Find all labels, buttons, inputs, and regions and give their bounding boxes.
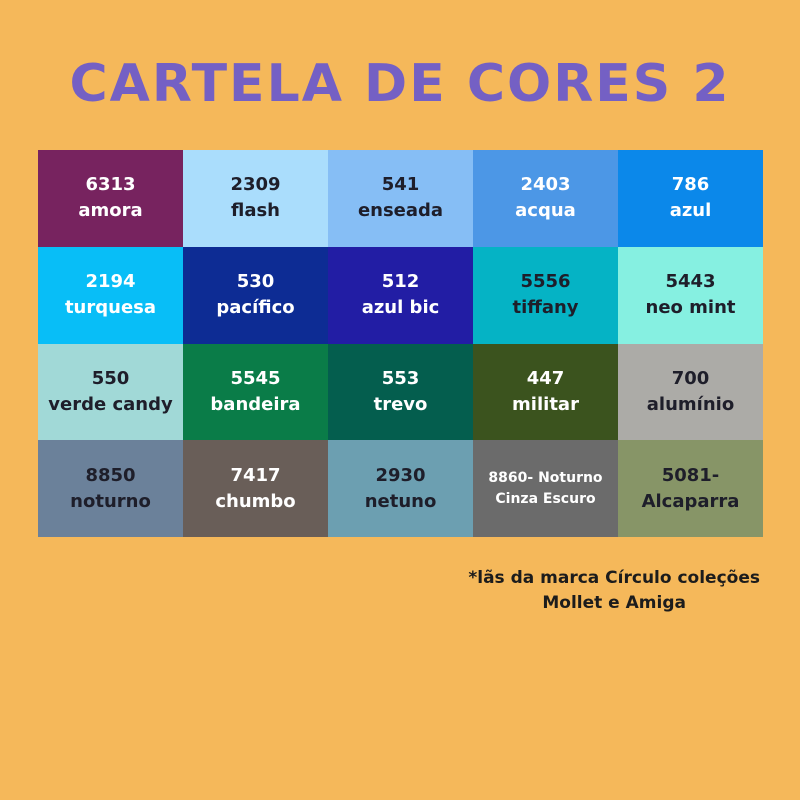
swatch-550-verde-candy: 550 verde candy <box>38 343 183 441</box>
swatch-name: neo mint <box>645 297 736 319</box>
swatch-2930-netuno: 2930 netuno <box>328 440 473 537</box>
swatch-code: 2403 <box>520 174 571 196</box>
swatch-name: tiffany <box>512 297 579 319</box>
swatch-name: chumbo <box>215 490 296 512</box>
swatch-code: 8850 <box>85 464 136 486</box>
swatch-447-militar: 447 militar <box>473 343 618 441</box>
swatch-code: 550 <box>91 367 130 389</box>
swatch-name: amora <box>78 200 143 222</box>
swatch-541-enseada: 541 enseada <box>328 150 473 247</box>
swatch-name: Alcaparra <box>641 490 740 512</box>
footnote-line-1: *lãs da marca Círculo coleções <box>468 568 760 588</box>
swatch-512-azul-bic: 512 azul bic <box>328 246 473 344</box>
page-title: CARTELA DE CORES 2 <box>69 54 731 114</box>
swatch-name: azul bic <box>361 297 440 319</box>
swatch-700-aluminio: 700 alumínio <box>618 343 763 441</box>
footnote-line-2: Mollet e Amiga <box>542 593 686 613</box>
swatch-553-trevo: 553 trevo <box>328 343 473 441</box>
footnote: *lãs da marca Círculo coleções Mollet e … <box>468 566 760 616</box>
swatch-name: bandeira <box>210 393 301 415</box>
swatch-530-pacifico: 530 pacífico <box>183 246 328 344</box>
swatch-2403-acqua: 2403 acqua <box>473 150 618 247</box>
swatch-code: 2930 <box>375 464 426 486</box>
color-swatch-grid: 6313 amora 2309 flash 541 enseada 2403 a… <box>38 150 763 537</box>
swatch-name: turquesa <box>64 297 157 319</box>
swatch-5081-alcaparra: 5081- Alcaparra <box>618 440 763 537</box>
swatch-name: netuno <box>364 490 437 512</box>
swatch-code: 8860- Noturno <box>488 469 603 486</box>
swatch-code: 6313 <box>85 174 136 196</box>
swatch-6313-amora: 6313 amora <box>38 150 183 247</box>
swatch-8860-noturno-cinza-escuro: 8860- Noturno Cinza Escuro <box>473 440 618 537</box>
swatch-code: 512 <box>381 271 420 293</box>
swatch-7417-chumbo: 7417 chumbo <box>183 440 328 537</box>
swatch-name: noturno <box>70 490 151 512</box>
swatch-name: alumínio <box>646 393 735 415</box>
swatch-5556-tiffany: 5556 tiffany <box>473 246 618 344</box>
swatch-2194-turquesa: 2194 turquesa <box>38 246 183 344</box>
swatch-code: 2194 <box>85 271 136 293</box>
swatch-code: 7417 <box>230 464 281 486</box>
swatch-name: azul <box>669 200 712 222</box>
swatch-code: 5443 <box>665 271 716 293</box>
swatch-8850-noturno: 8850 noturno <box>38 440 183 537</box>
swatch-name: flash <box>230 200 281 222</box>
swatch-code: 553 <box>381 367 420 389</box>
swatch-code: 786 <box>671 174 710 196</box>
swatch-code: 5545 <box>230 367 281 389</box>
swatch-code: 541 <box>381 174 420 196</box>
swatch-5443-neo-mint: 5443 neo mint <box>618 246 763 344</box>
swatch-name: verde candy <box>48 393 173 415</box>
swatch-code: 5081- <box>661 464 720 486</box>
swatch-code: 530 <box>236 271 275 293</box>
swatch-name: Cinza Escuro <box>495 490 596 507</box>
swatch-name: enseada <box>357 200 444 222</box>
swatch-code: 700 <box>671 367 710 389</box>
swatch-name: trevo <box>373 393 428 415</box>
swatch-code: 2309 <box>230 174 281 196</box>
swatch-5545-bandeira: 5545 bandeira <box>183 343 328 441</box>
swatch-name: militar <box>512 393 579 415</box>
swatch-code: 5556 <box>520 271 571 293</box>
swatch-786-azul: 786 azul <box>618 150 763 247</box>
swatch-name: pacífico <box>216 297 295 319</box>
swatch-2309-flash: 2309 flash <box>183 150 328 247</box>
swatch-name: acqua <box>515 200 576 222</box>
swatch-code: 447 <box>526 367 565 389</box>
